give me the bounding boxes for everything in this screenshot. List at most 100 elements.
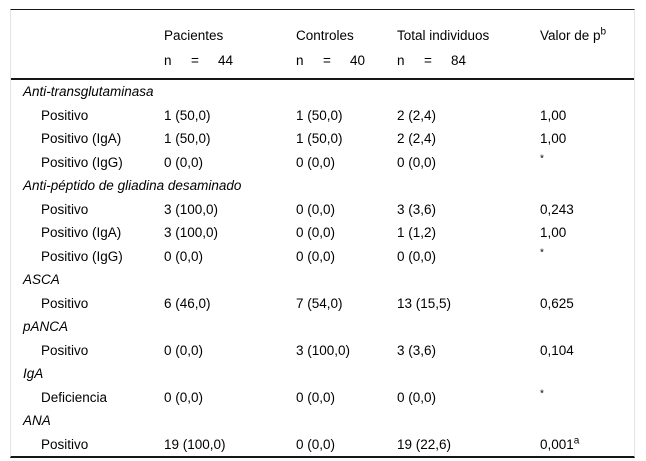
n-count: 40 — [350, 52, 366, 68]
cell-p-value: 0,001a — [540, 433, 634, 457]
cell-controles: 0 (0,0) — [296, 201, 336, 217]
row-label: Positivo (IgA) — [41, 225, 122, 240]
header-empty-cell — [11, 46, 164, 79]
cell-controles: 0 (0,0) — [296, 248, 336, 264]
section-label: ASCA — [23, 272, 60, 287]
section-row: ANA — [11, 409, 634, 433]
row-label: Positivo — [41, 201, 89, 217]
cell-total: 1 (1,2) — [397, 225, 437, 240]
p-header-superscript: b — [600, 26, 607, 38]
table-row: Positivo (IgG) 0 (0,0) 0 (0,0) 0 (0,0) * — [11, 151, 634, 175]
table-row: Positivo 6 (46,0) 7 (54,0) 13 (15,5) 0,6… — [11, 292, 634, 316]
cell-controles: 0 (0,0) — [296, 436, 336, 452]
cell-pacientes: 0 (0,0) — [164, 342, 204, 358]
p-superscript: * — [540, 153, 544, 164]
equals-sign: = — [424, 52, 432, 68]
header-controles: Controles — [296, 28, 354, 43]
section-row: Anti-transglutaminasa — [11, 79, 634, 104]
p-value: 1,00 — [540, 225, 567, 240]
header-valor-de-p-label: Valor de p — [540, 28, 601, 43]
section-label: Anti-transglutaminasa — [23, 84, 154, 99]
cell-p-value: 1,00 — [540, 127, 634, 151]
row-label: Positivo — [41, 295, 89, 311]
cell-p-value: * — [540, 151, 634, 175]
cell-total: 0 (0,0) — [397, 248, 437, 264]
cell-total: 2 (2,4) — [397, 107, 437, 123]
equals-sign: = — [323, 52, 331, 68]
header-total-individuos: Total individuos — [397, 28, 490, 43]
row-label: Positivo (IgG) — [41, 154, 123, 170]
n-total: n = 84 — [397, 46, 540, 79]
cell-total: 19 (22,6) — [397, 436, 452, 452]
cell-controles: 0 (0,0) — [296, 154, 336, 170]
row-label: Positivo — [41, 107, 89, 123]
cell-controles: 3 (100,0) — [296, 342, 351, 358]
header-valor-de-p: Valor de pb — [540, 10, 634, 46]
row-label: Deficiencia — [41, 389, 108, 405]
cell-pacientes: 19 (100,0) — [164, 436, 226, 452]
p-value: 0,001 — [540, 436, 574, 452]
table-row: Deficiencia 0 (0,0) 0 (0,0) 0 (0,0) * — [11, 386, 634, 410]
n-label: n — [164, 52, 172, 68]
cell-p-value: 0,243 — [540, 198, 634, 222]
section-label: IgA — [23, 366, 44, 381]
section-row: Anti-péptido de gliadina desaminado — [11, 174, 634, 198]
cell-p-value: 1,00 — [540, 104, 634, 128]
cell-total: 13 (15,5) — [397, 295, 452, 311]
n-controles: n = 40 — [296, 46, 397, 79]
p-superscript: * — [540, 247, 544, 258]
header-title-row: Pacientes Controles Total individuos Val… — [11, 10, 634, 46]
table-row: Positivo (IgA) 3 (100,0) 0 (0,0) 1 (1,2)… — [11, 221, 634, 245]
header-empty-cell — [540, 46, 634, 79]
cell-controles: 0 (0,0) — [296, 389, 336, 405]
n-label: n — [397, 52, 405, 68]
section-row: pANCA — [11, 315, 634, 339]
header-n-row: n = 44 n = 40 n = 84 — [11, 46, 634, 79]
cell-p-value: 1,00 — [540, 221, 634, 245]
table-row: Positivo (IgG) 0 (0,0) 0 (0,0) 0 (0,0) * — [11, 245, 634, 269]
cell-pacientes: 0 (0,0) — [164, 248, 204, 264]
cell-pacientes: 0 (0,0) — [164, 154, 204, 170]
cell-total: 0 (0,0) — [397, 389, 437, 405]
row-label: Positivo (IgG) — [41, 248, 123, 264]
n-pacientes: n = 44 — [164, 46, 296, 79]
section-row: ASCA — [11, 268, 634, 292]
section-label: Anti-péptido de gliadina desaminado — [23, 178, 242, 193]
cell-pacientes: 3 (100,0) — [164, 225, 219, 240]
cell-pacientes: 0 (0,0) — [164, 389, 204, 405]
cell-controles: 1 (50,0) — [296, 107, 343, 123]
row-label: Positivo (IgA) — [41, 131, 122, 146]
p-superscript: a — [573, 435, 580, 446]
p-value: 0,243 — [540, 201, 574, 217]
cell-p-value: 0,625 — [540, 292, 634, 316]
cell-p-value: * — [540, 245, 634, 269]
n-count: 44 — [218, 52, 234, 68]
section-row: IgA — [11, 362, 634, 386]
cell-pacientes: 3 (100,0) — [164, 201, 219, 217]
row-label: Positivo — [41, 436, 89, 452]
p-superscript: * — [540, 388, 544, 399]
results-table-frame: Pacientes Controles Total individuos Val… — [10, 9, 635, 458]
cell-total: 3 (3,6) — [397, 342, 437, 358]
cell-controles: 1 (50,0) — [296, 131, 343, 146]
table-row: Positivo 19 (100,0) 0 (0,0) 19 (22,6) 0,… — [11, 433, 634, 457]
section-label: pANCA — [23, 319, 69, 334]
table-row: Positivo 3 (100,0) 0 (0,0) 3 (3,6) 0,243 — [11, 198, 634, 222]
n-count: 84 — [451, 52, 467, 68]
equals-sign: = — [191, 52, 199, 68]
cell-p-value: * — [540, 386, 634, 410]
cell-p-value: 0,104 — [540, 339, 634, 363]
header-empty-cell — [11, 10, 164, 46]
serology-results-table: Pacientes Controles Total individuos Val… — [11, 10, 634, 456]
cell-total: 2 (2,4) — [397, 131, 437, 146]
p-value: 0,625 — [540, 295, 574, 311]
cell-total: 0 (0,0) — [397, 154, 437, 170]
p-value: 1,00 — [540, 107, 567, 123]
p-value: 0,104 — [540, 342, 574, 358]
n-label: n — [296, 52, 304, 68]
cell-controles: 0 (0,0) — [296, 225, 336, 240]
cell-controles: 7 (54,0) — [296, 295, 343, 311]
cell-pacientes: 1 (50,0) — [164, 107, 211, 123]
header-pacientes: Pacientes — [164, 28, 224, 43]
table-row: Positivo 1 (50,0) 1 (50,0) 2 (2,4) 1,00 — [11, 104, 634, 128]
